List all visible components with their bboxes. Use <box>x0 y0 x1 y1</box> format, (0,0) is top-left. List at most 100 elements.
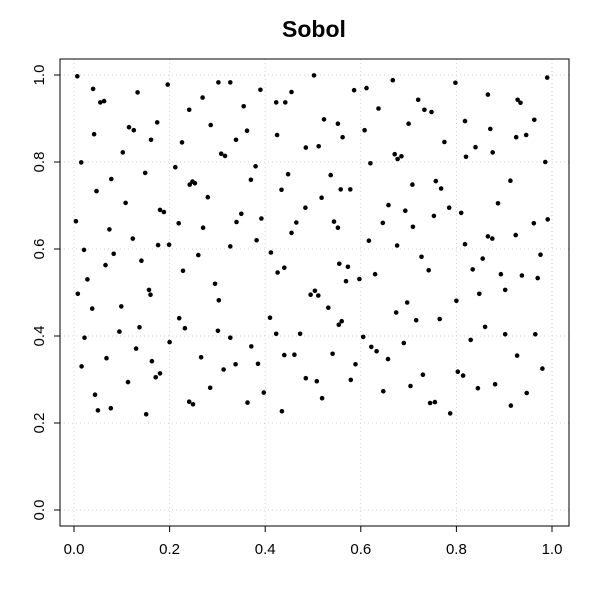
data-point <box>75 291 81 297</box>
data-point <box>283 100 288 105</box>
data-point <box>408 383 413 389</box>
data-point <box>331 219 337 224</box>
x-axis: 0.0 0.2 0.4 0.6 0.8 1.0 <box>64 525 562 558</box>
data-point <box>492 382 498 387</box>
data-point <box>446 205 452 210</box>
data-point <box>239 211 244 217</box>
data-point <box>406 121 411 126</box>
data-point <box>125 379 131 385</box>
data-point <box>92 392 98 398</box>
data-point <box>245 400 250 405</box>
data-point <box>336 322 342 328</box>
data-point <box>190 402 196 407</box>
data-point <box>312 288 318 294</box>
data-point <box>437 316 443 322</box>
grid-lines <box>60 59 569 526</box>
data-point <box>176 315 182 321</box>
data-point <box>186 107 192 113</box>
data-point <box>498 271 504 277</box>
data-point <box>490 150 496 155</box>
data-point <box>119 304 124 309</box>
data-point <box>149 358 155 364</box>
data-point <box>413 318 419 323</box>
data-point <box>282 265 287 271</box>
data-point <box>244 128 250 133</box>
data-point <box>78 160 84 165</box>
data-point <box>410 182 415 187</box>
data-point <box>285 171 291 177</box>
data-point <box>533 332 538 337</box>
data-point <box>502 287 508 293</box>
data-point <box>98 100 103 105</box>
data-point <box>303 375 309 381</box>
data-point <box>255 361 261 367</box>
data-point <box>519 273 525 278</box>
data-point <box>488 126 493 132</box>
data-point <box>523 132 529 138</box>
data-point <box>360 334 366 340</box>
data-point <box>480 256 486 261</box>
y-axis: 0.0 0.2 0.4 0.6 0.8 1.0 <box>31 65 61 520</box>
data-point <box>392 151 398 157</box>
data-point <box>401 340 407 346</box>
data-point <box>182 325 188 331</box>
data-point <box>311 73 317 78</box>
data-point <box>468 337 474 343</box>
data-point <box>221 367 226 372</box>
data-point <box>294 220 299 225</box>
data-point <box>454 298 459 304</box>
data-point <box>514 353 520 358</box>
data-point <box>353 362 358 367</box>
data-point <box>345 264 351 270</box>
data-point <box>198 355 204 360</box>
data-point <box>326 305 331 311</box>
data-point <box>273 100 279 105</box>
data-point <box>111 251 116 257</box>
data-point <box>395 156 400 162</box>
data-point <box>120 150 126 155</box>
data-point <box>427 400 433 406</box>
data-point <box>233 362 238 367</box>
data-point <box>142 170 148 176</box>
data-point <box>374 348 379 354</box>
data-point <box>228 80 233 85</box>
data-point <box>176 221 181 226</box>
data-point <box>422 107 427 113</box>
data-point <box>475 385 481 391</box>
data-point <box>366 238 372 243</box>
data-point <box>82 335 87 341</box>
data-point <box>103 262 108 268</box>
data-points <box>73 73 550 417</box>
data-point <box>207 385 213 391</box>
data-point <box>364 85 369 91</box>
data-point <box>460 373 466 378</box>
data-point <box>394 243 400 248</box>
data-point <box>95 408 101 413</box>
data-point <box>146 287 152 293</box>
data-point <box>249 344 254 349</box>
data-point <box>157 207 163 213</box>
data-point <box>455 369 461 375</box>
data-point <box>532 117 537 123</box>
data-point <box>473 144 478 150</box>
data-point <box>137 325 142 330</box>
data-point <box>544 75 550 80</box>
data-point <box>426 268 432 273</box>
data-point <box>273 331 279 337</box>
data-point <box>432 399 438 405</box>
data-point <box>196 252 201 258</box>
data-point <box>470 267 476 272</box>
data-point <box>453 80 458 86</box>
data-point <box>372 271 378 277</box>
data-point <box>85 277 90 282</box>
data-point <box>109 176 114 182</box>
data-point <box>267 315 273 321</box>
data-point <box>200 95 205 100</box>
data-point <box>393 310 399 315</box>
data-point <box>148 137 154 143</box>
data-point <box>91 131 97 137</box>
data-point <box>215 328 221 334</box>
data-point <box>535 275 540 281</box>
data-point <box>89 306 95 311</box>
data-point <box>351 87 357 93</box>
